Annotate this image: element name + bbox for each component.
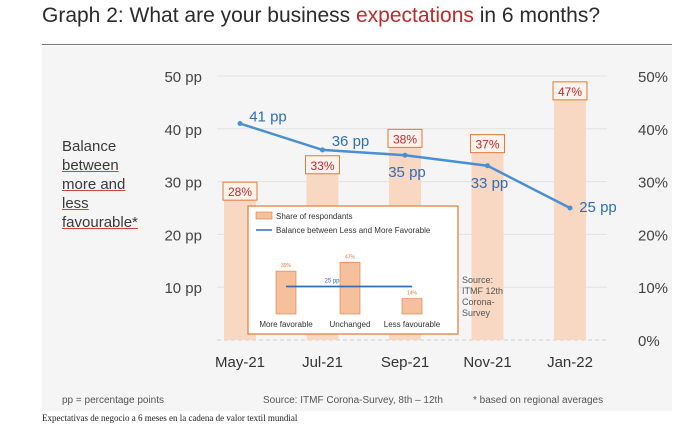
footer-regional-note: * based on regional averages xyxy=(473,395,604,406)
inset-bar xyxy=(275,270,297,315)
left-axis-title: Balance between more and less favourable* xyxy=(62,137,138,232)
bar-value-box xyxy=(387,128,423,148)
bar-value-label: 47% xyxy=(558,85,582,99)
inset-bar-label: 47% xyxy=(345,254,356,260)
bar-value-label: 33% xyxy=(310,159,334,173)
inset-legend-label: Balance between Less and More Favorable xyxy=(276,226,431,235)
balance-point xyxy=(567,205,573,211)
right-tick-label: 10% xyxy=(638,280,668,297)
right-tick-label: 40% xyxy=(638,122,668,139)
x-tick-label: Jul-21 xyxy=(302,354,343,371)
left-axis-title-line: less xyxy=(62,195,89,212)
balance-value-label: 33 pp xyxy=(471,175,509,192)
left-tick-label: 50 pp xyxy=(164,69,202,86)
inset-legend-swatch-bar xyxy=(255,211,273,220)
inset-balance-label: 25 pp xyxy=(324,279,340,285)
inset-source-note: ITMF 12th xyxy=(462,286,503,296)
inset-bar xyxy=(401,298,423,315)
inset-bar xyxy=(339,262,361,315)
chart-svg: 10 pp 20 pp 30 pp 40 pp 50 pp 0% 10% 20% 30% 40% 5… xyxy=(164,69,668,371)
balance-value-label: 35 pp xyxy=(388,164,426,181)
bar xyxy=(554,91,586,340)
right-tick-label: 50% xyxy=(638,69,668,86)
footer-pp-note: pp = percentage points xyxy=(62,395,165,406)
left-tick-label: 40 pp xyxy=(164,122,202,139)
bar-value-label: 37% xyxy=(475,138,499,152)
left-tick-label: 30 pp xyxy=(164,175,202,192)
x-tick-label: Sep-21 xyxy=(381,354,429,371)
bar xyxy=(471,144,504,340)
bar-value-box xyxy=(470,134,505,154)
right-tick-label: 30% xyxy=(638,175,668,192)
left-axis-title-line: Balance xyxy=(62,138,117,155)
bar-value-label: 28% xyxy=(228,185,252,199)
inset-bar-label: 14% xyxy=(407,291,418,297)
balance-point xyxy=(320,147,325,153)
x-tick-label: Jan-22 xyxy=(547,354,593,371)
inset-category-label: More favorable xyxy=(259,320,313,329)
chart-panel: 10 pp 20 pp 30 pp 40 pp 50 pp 0% 10% 20% 30% 40% 5… xyxy=(42,46,672,411)
right-tick-label: 20% xyxy=(638,227,668,244)
balance-value-label: 25 pp xyxy=(579,199,617,216)
balance-point xyxy=(485,163,490,169)
bar-value-label: 38% xyxy=(393,132,417,146)
balance-value-label: 41 pp xyxy=(249,109,287,126)
bar-value-box xyxy=(552,81,588,101)
inset-source-note: Corona- xyxy=(462,297,495,307)
inset-category-label: Less favourable xyxy=(384,320,441,329)
left-tick-label: 20 pp xyxy=(164,227,202,244)
inset-source-note: Survey xyxy=(462,308,491,318)
x-tick-label: Nov-21 xyxy=(463,354,511,371)
inset-category-label: Unchanged xyxy=(330,320,371,329)
image-caption: Expectativas de negocio a 6 meses en la … xyxy=(42,413,298,423)
right-tick-label: 0% xyxy=(638,333,660,350)
left-axis-title-line: favourable* xyxy=(62,214,138,231)
inset-bar-label: 39% xyxy=(281,263,292,269)
left-axis-title-line: between xyxy=(62,157,119,174)
title-divider xyxy=(42,44,672,45)
balance-point xyxy=(237,121,243,127)
chart-title: Graph 2: What are your business expectat… xyxy=(42,4,600,27)
x-tick-label: May-21 xyxy=(215,354,265,371)
bar-value-box xyxy=(222,181,258,201)
balance-value-label: 36 pp xyxy=(332,133,370,150)
left-tick-label: 10 pp xyxy=(164,280,202,297)
inset-legend-label: Share of respondants xyxy=(276,212,353,221)
left-axis-title-line: more and xyxy=(62,176,126,193)
inset-source-note: Source: xyxy=(462,275,493,285)
balance-point xyxy=(402,152,408,158)
footer-source: Source: ITMF Corona-Survey, 8th – 12th xyxy=(263,395,443,406)
bar-value-box xyxy=(305,155,340,175)
